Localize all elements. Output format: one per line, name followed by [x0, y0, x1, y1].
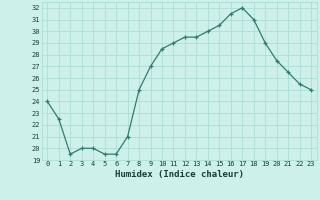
X-axis label: Humidex (Indice chaleur): Humidex (Indice chaleur) — [115, 170, 244, 179]
